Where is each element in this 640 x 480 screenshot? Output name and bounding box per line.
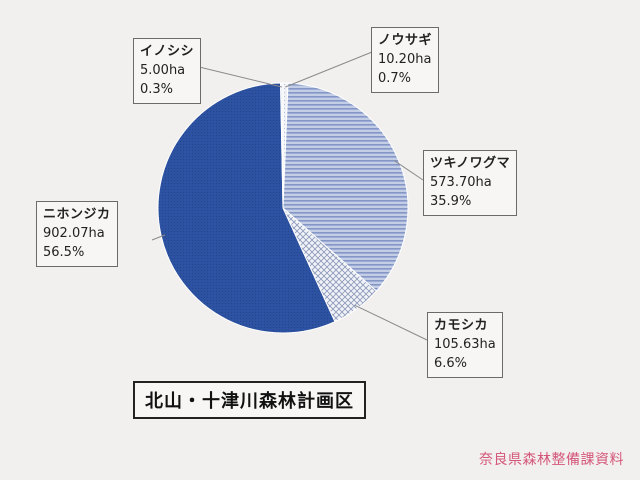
callout-kuma: ツキノワグマ 573.70ha 35.9%: [423, 150, 518, 216]
slice-percent: 0.7%: [378, 71, 412, 86]
slice-shika: [157, 82, 336, 334]
callout-inoshishi: イノシシ 5.00ha 0.3%: [133, 38, 202, 104]
leader-line: [285, 51, 373, 88]
pie-slices: [157, 82, 409, 334]
slice-value: 902.07ha: [43, 226, 105, 241]
callout-usagi: ノウサギ 10.20ha 0.7%: [371, 27, 440, 93]
slice-percent: 0.3%: [140, 82, 174, 97]
leader-lines: [151, 51, 428, 341]
slice-kuma: [282, 82, 409, 292]
slice-label: カモシカ: [434, 318, 489, 333]
slice-inoshishi: [280, 82, 284, 209]
source-note: 奈良県森林整備課資料: [479, 452, 624, 468]
slice-value: 573.70ha: [430, 175, 492, 190]
slice-label: ツキノワグマ: [430, 156, 511, 171]
leader-line: [194, 65, 282, 88]
slice-label: ニホンジカ: [43, 207, 111, 222]
slice-value: 5.00ha: [140, 63, 186, 78]
callout-shika: ニホンジカ 902.07ha 56.5%: [36, 201, 118, 267]
slice-label: イノシシ: [140, 44, 195, 59]
leader-line: [151, 234, 166, 241]
slice-label: ノウサギ: [378, 33, 433, 48]
slice-percent: 6.6%: [434, 356, 468, 371]
slice-percent: 56.5%: [43, 245, 85, 260]
callout-kamoshika: カモシカ 105.63ha 6.6%: [427, 312, 503, 378]
leader-line: [354, 304, 428, 341]
chart-title: 北山・十津川森林計画区: [133, 381, 366, 419]
slice-value: 10.20ha: [378, 52, 432, 67]
slice-percent: 35.9%: [430, 194, 472, 209]
slice-value: 105.63ha: [434, 337, 496, 352]
leader-line: [394, 160, 424, 181]
